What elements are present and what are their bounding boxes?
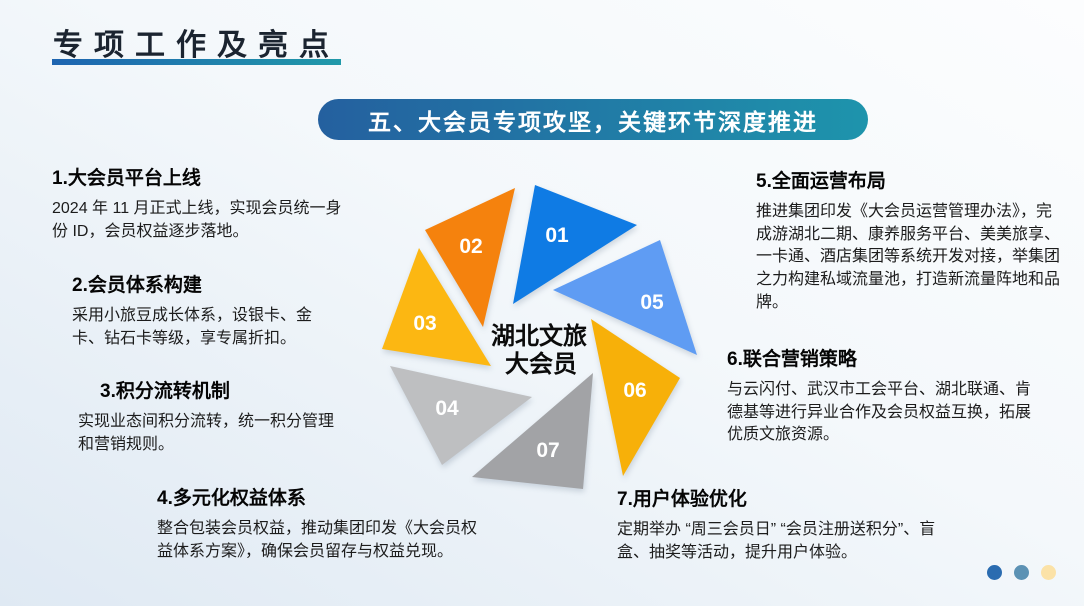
content-block-4: 4.多元化权益体系 整合包装会员权益，推动集团印发《大会员权益体系方案》，确保会… — [157, 483, 487, 563]
pinwheel-center-title: 大会员 — [505, 350, 577, 378]
pinwheel-blades: 01 02 03 04 05 06 07 — [382, 185, 697, 489]
content-block-6: 6.联合营销策略 与云闪付、武汉市工会平台、湖北联通、肯德基等进行异业合作及会员… — [727, 344, 1033, 447]
title-underline — [52, 59, 341, 65]
block-heading: 3.积分流转机制 — [100, 381, 230, 402]
block-body: 定期举办 “周三会员日” “会员注册送积分”、盲盒、抽奖等活动，提升用户体验。 — [617, 521, 936, 561]
pinwheel-center-title: 湖北文旅 — [491, 322, 587, 350]
section-banner: 五、大会员专项攻坚，关键环节深度推进 — [318, 99, 868, 140]
block-heading: 6.联合营销策略 — [727, 349, 857, 370]
block-body: 实现业态间积分流转，统一积分管理和营销规则。 — [78, 413, 335, 453]
block-body: 整合包装会员权益，推动集团印发《大会员权益体系方案》，确保会员留存与权益兑现。 — [157, 520, 478, 560]
blade-number-07: 07 — [536, 439, 559, 462]
content-block-5: 5.全面运营布局 推进集团印发《大会员运营管理办法》，完成游湖北二期、康养服务平… — [756, 166, 1060, 315]
block-heading: 4.多元化权益体系 — [157, 488, 306, 509]
pagination-dot[interactable] — [987, 565, 1002, 580]
block-heading: 5.全面运营布局 — [756, 171, 886, 192]
blade-number-05: 05 — [640, 291, 664, 314]
blade-number-03: 03 — [413, 312, 436, 335]
blade-number-06: 06 — [623, 379, 646, 402]
pinwheel-blade-04 — [390, 366, 532, 465]
block-body: 2024 年 11 月正式上线，实现会员统一身份 ID，会员权益逐步落地。 — [52, 200, 342, 240]
blade-number-02: 02 — [459, 235, 482, 258]
blade-number-04: 04 — [435, 397, 459, 420]
pinwheel-blade-03 — [382, 248, 491, 366]
content-block-7: 7.用户体验优化 定期举办 “周三会员日” “会员注册送积分”、盲盒、抽奖等活动… — [617, 484, 937, 564]
pinwheel-blade-06 — [591, 319, 680, 476]
pinwheel-blade-05 — [553, 240, 697, 355]
pagination-dots — [987, 565, 1056, 580]
pinwheel-blade-02 — [425, 188, 515, 327]
content-block-1: 1.大会员平台上线 2024 年 11 月正式上线，实现会员统一身份 ID，会员… — [52, 163, 342, 243]
content-block-2: 2.会员体系构建 采用小旅豆成长体系，设银卡、金卡、钻石卡等级，享专属折扣。 — [72, 270, 330, 350]
pagination-dot[interactable] — [1041, 565, 1056, 580]
block-heading: 2.会员体系构建 — [72, 275, 202, 296]
pinwheel-svg: 01 02 03 04 05 06 07 湖北文旅 大会员 — [382, 185, 697, 489]
pinwheel-blade-01 — [513, 185, 637, 304]
block-heading: 7.用户体验优化 — [617, 489, 747, 510]
block-body: 推进集团印发《大会员运营管理办法》，完成游湖北二期、康养服务平台、美美旅享、一卡… — [756, 203, 1061, 311]
block-body: 与云闪付、武汉市工会平台、湖北联通、肯德基等进行异业合作及会员权益互换，拓展优质… — [727, 381, 1032, 444]
pagination-dot[interactable] — [1014, 565, 1029, 580]
block-heading: 1.大会员平台上线 — [52, 168, 201, 189]
block-body: 采用小旅豆成长体系，设银卡、金卡、钻石卡等级，享专属折扣。 — [72, 307, 313, 347]
pinwheel-blade-07 — [472, 373, 593, 489]
content-block-3: 3.积分流转机制 实现业态间积分流转，统一积分管理和营销规则。 — [78, 376, 336, 456]
blade-number-01: 01 — [545, 224, 569, 247]
page-title: 专项工作及亮点 — [53, 29, 340, 62]
